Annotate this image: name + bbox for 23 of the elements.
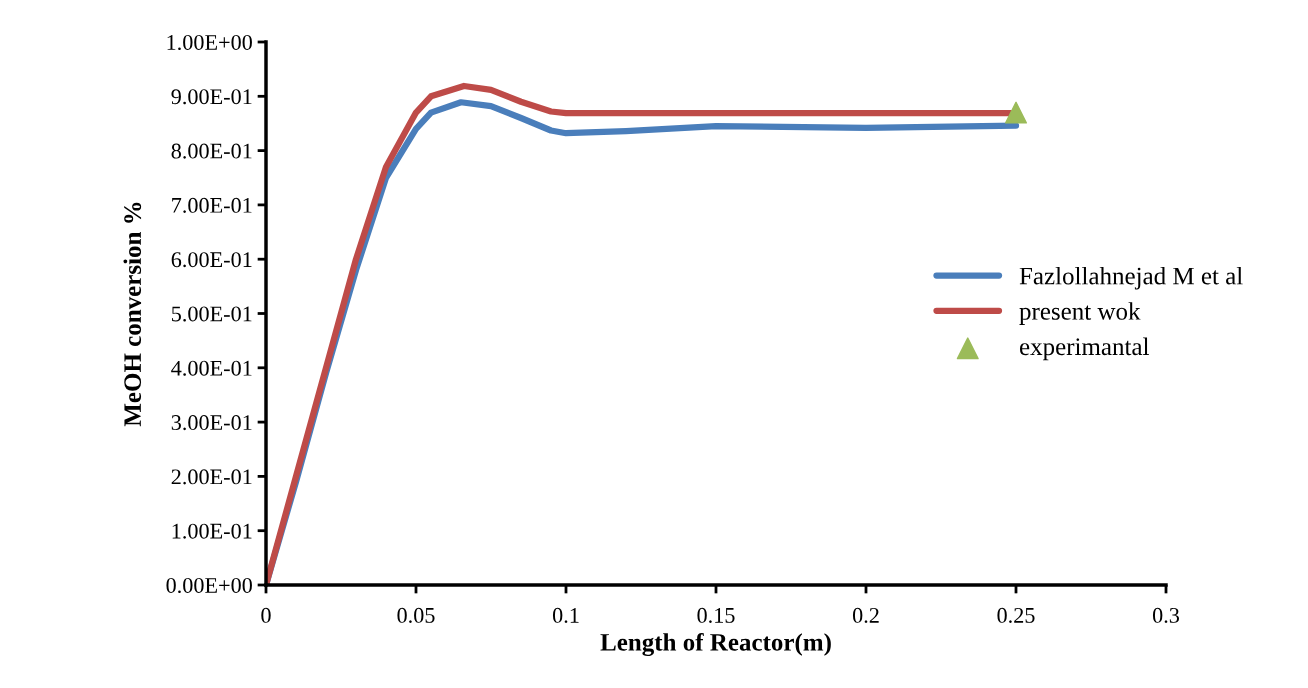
x-tick-label: 0.2 — [852, 607, 879, 623]
y-tick-label: 0.00E+00 — [166, 577, 252, 594]
y-tick-label: 9.00E-01 — [171, 89, 252, 105]
x-axis-title: Length of Reactor(m) — [600, 632, 831, 657]
y-tick-label: 3.00E-01 — [171, 415, 252, 431]
legend-label: Fazlollahnejad M et al — [1019, 266, 1243, 290]
y-tick-label: 6.00E-01 — [171, 252, 252, 268]
x-tick-label: 0.3 — [1152, 607, 1180, 623]
y-tick-label: 7.00E-01 — [172, 197, 252, 213]
x-tick-label: 0.1 — [552, 607, 579, 623]
y-tick-label: 1.00E-01 — [172, 523, 252, 539]
y-tick-label: 8.00E-01 — [171, 143, 252, 159]
y-axis-title: MeOH conversion % — [123, 202, 142, 427]
y-tick-label: 5.00E-01 — [172, 306, 252, 322]
y-tick-label: 1.00E+00 — [167, 34, 252, 51]
x-tick-label: 0.05 — [397, 607, 435, 623]
y-tick-label: 2.00E-01 — [171, 469, 252, 485]
y-tick-label: 4.00E-01 — [171, 360, 252, 376]
legend-label: experimantal — [1019, 337, 1149, 361]
legend-label: present wok — [1019, 302, 1141, 325]
x-tick-label: 0.15 — [697, 607, 735, 623]
x-tick-label: 0.25 — [997, 607, 1035, 623]
x-tick-label: 0 — [261, 607, 271, 623]
